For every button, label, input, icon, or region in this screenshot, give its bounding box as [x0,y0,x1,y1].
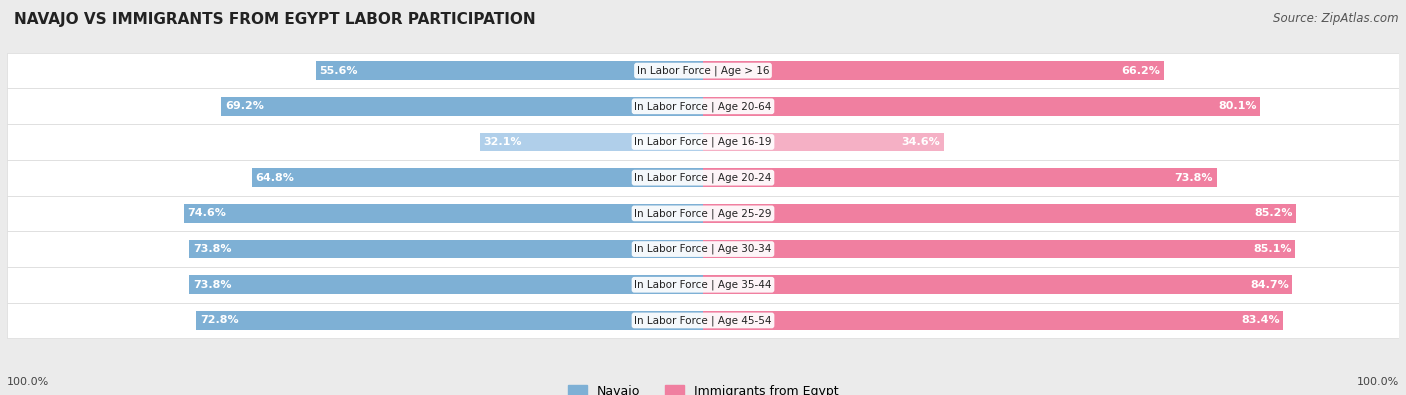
Text: In Labor Force | Age 30-34: In Labor Force | Age 30-34 [634,244,772,254]
Bar [703,275,1292,294]
Text: In Labor Force | Age 16-19: In Labor Force | Age 16-19 [634,137,772,147]
Bar [316,61,703,80]
Text: 74.6%: 74.6% [187,209,226,218]
Text: In Labor Force | Age 25-29: In Labor Force | Age 25-29 [634,208,772,218]
Bar [7,303,1399,338]
Text: In Labor Force | Age 20-24: In Labor Force | Age 20-24 [634,173,772,183]
Bar [703,311,1284,330]
Bar [7,196,1399,231]
Text: NAVAJO VS IMMIGRANTS FROM EGYPT LABOR PARTICIPATION: NAVAJO VS IMMIGRANTS FROM EGYPT LABOR PA… [14,12,536,27]
Text: 66.2%: 66.2% [1122,66,1160,75]
Text: 100.0%: 100.0% [1357,377,1399,387]
Text: 100.0%: 100.0% [7,377,49,387]
Bar [703,204,1296,223]
Text: 64.8%: 64.8% [256,173,294,182]
Text: 80.1%: 80.1% [1219,101,1257,111]
Bar [703,240,1295,258]
Legend: Navajo, Immigrants from Egypt: Navajo, Immigrants from Egypt [562,380,844,395]
Text: Source: ZipAtlas.com: Source: ZipAtlas.com [1274,12,1399,25]
Text: 73.8%: 73.8% [193,244,232,254]
Text: In Labor Force | Age 35-44: In Labor Force | Age 35-44 [634,280,772,290]
Text: 69.2%: 69.2% [225,101,264,111]
Bar [703,168,1216,187]
Text: In Labor Force | Age > 16: In Labor Force | Age > 16 [637,65,769,76]
Text: 85.2%: 85.2% [1254,209,1292,218]
Bar [7,53,1399,88]
Text: In Labor Force | Age 45-54: In Labor Force | Age 45-54 [634,315,772,326]
Bar [703,97,1260,116]
Bar [221,97,703,116]
Bar [7,88,1399,124]
Text: 83.4%: 83.4% [1241,316,1279,325]
Bar [252,168,703,187]
Bar [190,240,703,258]
Text: 73.8%: 73.8% [193,280,232,290]
Text: 84.7%: 84.7% [1250,280,1289,290]
Text: 73.8%: 73.8% [1174,173,1213,182]
Bar [703,61,1164,80]
Text: 72.8%: 72.8% [200,316,239,325]
Bar [184,204,703,223]
Bar [7,231,1399,267]
Text: 85.1%: 85.1% [1253,244,1292,254]
Bar [190,275,703,294]
Text: 34.6%: 34.6% [901,137,941,147]
Text: 55.6%: 55.6% [319,66,359,75]
Bar [7,267,1399,303]
Text: 32.1%: 32.1% [484,137,522,147]
Bar [7,160,1399,196]
Text: In Labor Force | Age 20-64: In Labor Force | Age 20-64 [634,101,772,111]
Bar [479,133,703,151]
Bar [7,124,1399,160]
Bar [703,133,943,151]
Bar [197,311,703,330]
